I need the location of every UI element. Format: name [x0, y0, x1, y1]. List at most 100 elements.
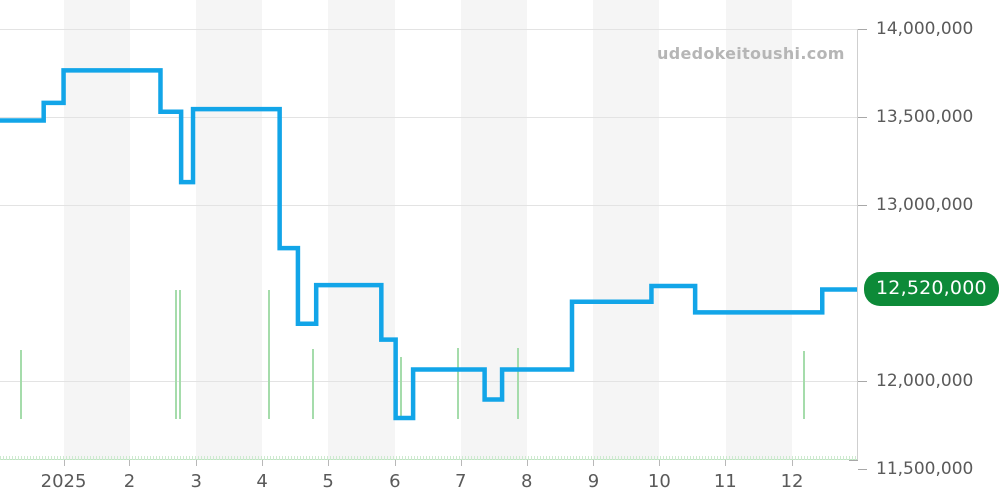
volume-axis-tick [174, 456, 175, 460]
volume-axis-tick [261, 456, 262, 460]
volume-axis-tick [498, 456, 499, 460]
volume-axis-tick [75, 456, 76, 460]
volume-axis-tick [663, 456, 664, 460]
volume-axis-tick [342, 456, 343, 460]
volume-axis-tick [222, 456, 223, 460]
volume-axis-tick [123, 456, 124, 460]
x-axis-label: 6 [389, 471, 401, 492]
volume-axis-tick [30, 456, 31, 460]
volume-axis-tick [621, 456, 622, 460]
month-band [63, 0, 130, 460]
volume-axis-tick [297, 456, 298, 460]
volume-axis-tick [726, 456, 727, 460]
volume-axis-tick [660, 456, 661, 460]
volume-axis-tick [666, 456, 667, 460]
volume-axis-tick [549, 456, 550, 460]
volume-axis-tick [696, 456, 697, 460]
y-axis-tick [858, 205, 867, 206]
volume-axis-tick [759, 456, 760, 460]
volume-axis-tick [606, 456, 607, 460]
volume-axis-tick [597, 456, 598, 460]
volume-axis-tick [33, 456, 34, 460]
volume-axis-tick [204, 456, 205, 460]
volume-axis-tick [816, 456, 817, 460]
price-line-series [0, 68, 858, 421]
volume-axis-tick [315, 456, 316, 460]
x-axis-tick [64, 460, 65, 466]
volume-axis-tick [267, 456, 268, 460]
month-band [725, 0, 792, 460]
volume-axis-tick [750, 456, 751, 460]
volume-axis-tick [165, 456, 166, 460]
volume-axis-tick [381, 456, 382, 460]
volume-axis-tick [654, 456, 655, 460]
volume-axis-tick [363, 456, 364, 460]
volume-axis-tick [186, 456, 187, 460]
volume-axis-tick [579, 456, 580, 460]
volume-axis-tick [783, 456, 784, 460]
y-axis-tick [858, 469, 867, 470]
volume-axis-tick [456, 456, 457, 460]
x-axis-tick [129, 460, 130, 466]
volume-axis-tick [105, 456, 106, 460]
volume-axis-tick [684, 456, 685, 460]
volume-bar [175, 289, 178, 419]
volume-axis-tick [564, 456, 565, 460]
volume-axis-tick [54, 456, 55, 460]
volume-axis-tick [189, 456, 190, 460]
volume-axis-tick [630, 456, 631, 460]
volume-axis-tick [231, 456, 232, 460]
volume-axis-tick [213, 456, 214, 460]
volume-axis-tick [366, 456, 367, 460]
volume-axis-tick [708, 456, 709, 460]
volume-axis-tick [795, 456, 796, 460]
x-axis-label: 2025 [40, 471, 87, 492]
gridline [0, 29, 858, 30]
volume-axis-tick [603, 456, 604, 460]
volume-axis-tick [465, 456, 466, 460]
volume-axis-tick [711, 456, 712, 460]
volume-axis-tick [570, 456, 571, 460]
volume-axis-tick [627, 456, 628, 460]
volume-axis-tick [273, 456, 274, 460]
volume-axis-tick [372, 456, 373, 460]
volume-axis-tick [729, 456, 730, 460]
volume-axis-tick [801, 456, 802, 460]
volume-axis-tick [522, 456, 523, 460]
volume-axis-tick [429, 456, 430, 460]
volume-axis-tick [45, 456, 46, 460]
volume-axis-tick [618, 456, 619, 460]
x-axis-tick [593, 460, 594, 466]
volume-axis-tick [648, 456, 649, 460]
volume-axis-tick [69, 456, 70, 460]
volume-axis-tick [426, 456, 427, 460]
volume-axis-tick [63, 456, 64, 460]
volume-bar [312, 348, 314, 419]
volume-axis-tick [822, 456, 823, 460]
volume-axis-tick [765, 456, 766, 460]
volume-axis-tick [804, 456, 805, 460]
volume-axis-tick [813, 456, 814, 460]
volume-axis-tick [792, 456, 793, 460]
x-axis-tick [527, 460, 528, 466]
volume-axis-tick [507, 456, 508, 460]
volume-axis-tick [552, 456, 553, 460]
volume-axis-tick [639, 456, 640, 460]
y-axis-label: 11,500,000 [876, 459, 974, 479]
volume-axis-tick [741, 456, 742, 460]
volume-axis-tick [789, 456, 790, 460]
volume-axis-tick [303, 456, 304, 460]
volume-axis-tick [576, 456, 577, 460]
volume-bar [457, 348, 460, 419]
month-band [460, 0, 527, 460]
volume-axis-tick [12, 456, 13, 460]
x-axis-tick [262, 460, 263, 466]
volume-axis-tick [102, 456, 103, 460]
volume-axis-tick [525, 456, 526, 460]
x-axis-label: 10 [647, 471, 671, 492]
volume-axis-tick [333, 456, 334, 460]
volume-axis-tick [453, 456, 454, 460]
volume-axis-tick [612, 456, 613, 460]
x-axis-label: 11 [713, 471, 737, 492]
